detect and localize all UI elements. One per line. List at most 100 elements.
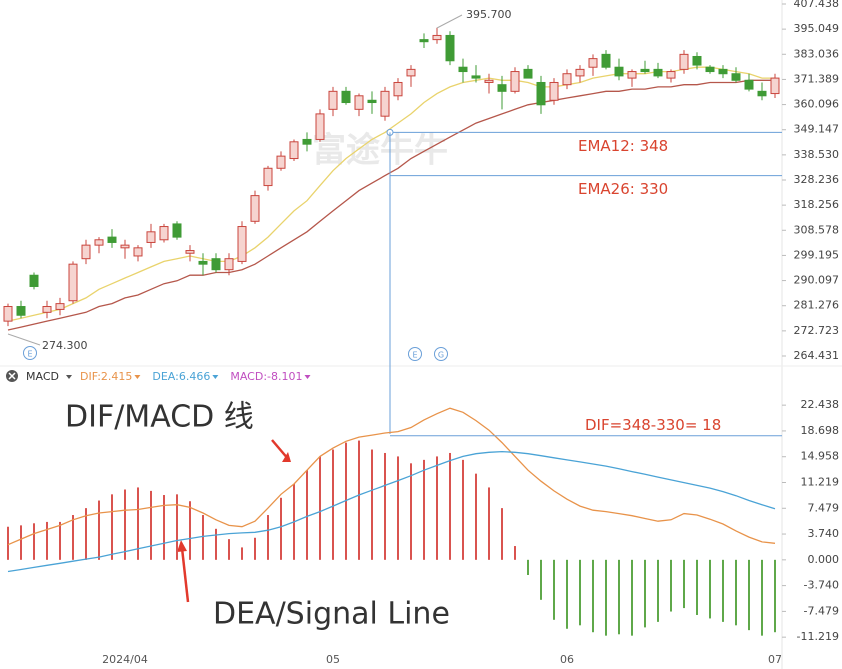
candle-body — [328, 90, 338, 110]
macd-bar — [59, 521, 61, 560]
macd-bar — [436, 456, 438, 560]
candle-body — [731, 73, 741, 81]
y-tick-label: 0.000 — [808, 553, 840, 566]
macd-bar — [735, 559, 737, 626]
candle-body — [250, 195, 260, 222]
macd-bar — [319, 456, 321, 560]
y-tick-label: 318.256 — [794, 198, 840, 211]
event-marker[interactable] — [408, 347, 422, 361]
macd-bar — [384, 452, 386, 560]
candle-body — [341, 90, 351, 104]
macd-bar — [20, 525, 22, 560]
toolbar: MACD — [6, 370, 72, 383]
candle-body — [497, 84, 507, 92]
macd-bar — [657, 559, 659, 622]
macd-bar — [371, 449, 373, 560]
candle-body — [185, 250, 195, 254]
macd-bar — [592, 559, 594, 633]
indicator-name[interactable]: MACD — [26, 370, 59, 383]
watermark: 富途牛牛 — [312, 131, 448, 171]
annotation: DIF=348-330= 18 — [585, 416, 721, 434]
candle-body — [198, 260, 208, 265]
y-tick-label: 272.723 — [794, 324, 840, 337]
legend-caret — [304, 375, 311, 379]
candle-body — [757, 90, 767, 97]
y-tick-label: 14.958 — [801, 450, 840, 463]
candle-body — [146, 231, 156, 243]
candle-body — [614, 66, 624, 77]
candle-body — [536, 81, 546, 106]
candle-body — [16, 306, 26, 316]
macd-bar — [449, 452, 451, 560]
candle-body — [380, 90, 390, 117]
macd-bar — [98, 500, 100, 560]
event-marker[interactable] — [434, 347, 448, 361]
arrow — [180, 547, 190, 603]
candle-body — [107, 236, 117, 243]
macd-bar — [462, 459, 464, 560]
macd-bar — [748, 559, 750, 631]
candle-body — [367, 99, 377, 104]
candle-body — [601, 53, 611, 68]
arrowhead — [177, 540, 187, 552]
event-label: G — [438, 351, 444, 360]
macd-bar — [670, 559, 672, 612]
candle-body — [237, 226, 247, 262]
candle-body — [445, 34, 455, 62]
candle-body — [315, 113, 325, 140]
macd-bar — [631, 559, 633, 636]
y-tick-label: 371.389 — [794, 72, 840, 85]
macd-bar — [605, 559, 607, 636]
y-tick-label: -7.479 — [804, 604, 839, 617]
y-tick-label: 360.096 — [794, 98, 840, 111]
candle-body — [653, 68, 663, 77]
candle-body — [705, 66, 715, 73]
leader — [436, 14, 463, 29]
macd-bar — [189, 501, 191, 560]
candle-body — [575, 68, 585, 77]
candle-body — [770, 77, 780, 95]
macd-bar — [280, 497, 282, 560]
macd-bar — [241, 547, 243, 560]
candle-body — [55, 303, 65, 310]
candle-body — [406, 68, 416, 77]
candle-body — [289, 141, 299, 160]
y-tick-label: 281.276 — [794, 299, 840, 312]
y-tick-label: 308.578 — [794, 223, 840, 236]
macd-bar — [774, 559, 776, 633]
annotation: 274.300 — [42, 339, 88, 352]
y-tick-label: 395.049 — [794, 22, 840, 35]
event-marker[interactable] — [23, 346, 37, 360]
macd-bar — [332, 449, 334, 560]
candle-body — [263, 167, 273, 187]
y-tick-label: 22.438 — [801, 398, 840, 411]
macd-bar — [150, 490, 152, 560]
y-tick-label: 290.097 — [794, 274, 840, 287]
candle-body — [302, 138, 312, 145]
macd-bar — [410, 463, 412, 560]
macd-bar — [761, 559, 763, 636]
candle-body — [640, 68, 650, 73]
macd-bar — [228, 539, 230, 560]
macd-bar — [72, 515, 74, 560]
dropdown-caret[interactable] — [66, 375, 72, 379]
macd-bar — [358, 440, 360, 560]
macd-bar — [423, 459, 425, 560]
candle-body — [510, 71, 520, 92]
y-tick-label: 338.530 — [794, 148, 840, 161]
event-label: E — [412, 351, 417, 360]
candle-body — [393, 81, 403, 97]
macd-bar — [553, 559, 555, 620]
y-tick-label: 407.438 — [794, 0, 840, 10]
y-tick-label: 349.147 — [794, 123, 840, 136]
candle-body — [354, 95, 364, 110]
candle-body — [458, 66, 468, 73]
macd-bar — [176, 494, 178, 560]
candle-body — [471, 75, 481, 79]
close-icon-x — [8, 372, 16, 380]
macd-bar — [345, 442, 347, 560]
macd-bar — [566, 559, 568, 629]
candle-body — [3, 306, 13, 322]
